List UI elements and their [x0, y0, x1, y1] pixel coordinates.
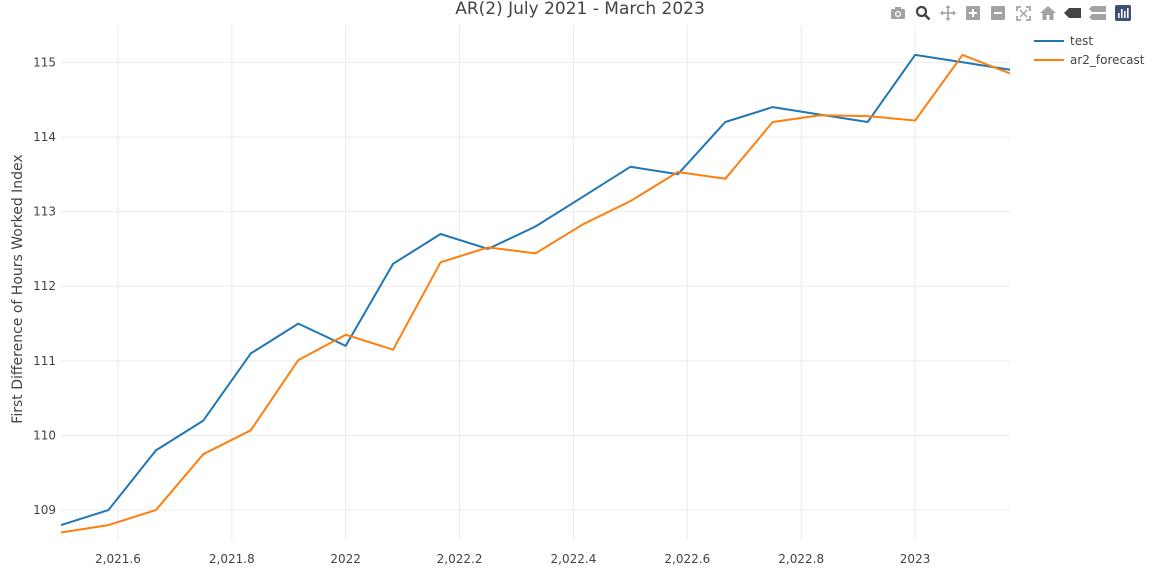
series-line-test[interactable] — [60, 53, 1011, 527]
y-tick-label: 112 — [33, 279, 56, 293]
x-tick-label: 2022 — [330, 552, 361, 566]
y-tick-label: 114 — [33, 130, 56, 144]
x-tick-label: 2023 — [900, 552, 931, 566]
x-tick-label: 2,022.6 — [664, 552, 710, 566]
reset-axes-icon[interactable] — [1038, 3, 1058, 23]
zoom-icon[interactable] — [913, 3, 933, 23]
series-line-ar2-forecast[interactable] — [60, 53, 1011, 534]
legend-swatch-test — [1034, 39, 1064, 42]
y-tick-label: 111 — [33, 354, 56, 368]
zoom-out-icon[interactable] — [988, 3, 1008, 23]
legend-label-ar2-forecast: ar2_forecast — [1070, 52, 1145, 67]
legend-item-test[interactable]: test — [1034, 31, 1144, 50]
x-tick-label: 2,022.4 — [551, 552, 597, 566]
modebar — [888, 3, 1138, 23]
grid — [61, 25, 1010, 540]
y-tick-label: 113 — [33, 205, 56, 219]
legend-label-test: test — [1070, 33, 1094, 48]
y-tick-label: 115 — [33, 55, 56, 69]
x-tick-label: 2,021.8 — [209, 552, 255, 566]
camera-icon[interactable] — [888, 3, 908, 23]
tick-labels: 109 110 111 112 113 114 115 2,021.6 2,021.8 2022 2… — [33, 55, 930, 566]
zoom-in-icon[interactable] — [963, 3, 983, 23]
chart-title: AR(2) July 2021 - March 2023 — [455, 0, 705, 19]
autoscale-icon[interactable] — [1013, 3, 1033, 23]
pan-icon[interactable] — [938, 3, 958, 23]
legend-item-ar2-forecast[interactable]: ar2_forecast — [1034, 50, 1144, 69]
y-axis-label: First Difference of Hours Worked Index — [10, 154, 26, 423]
hover-compare-icon[interactable] — [1088, 3, 1108, 23]
y-tick-label: 110 — [33, 429, 56, 443]
y-tick-label: 109 — [33, 503, 56, 517]
x-tick-label: 2,021.6 — [95, 552, 141, 566]
x-tick-label: 2,022.8 — [778, 552, 824, 566]
x-tick-label: 2,022.2 — [437, 552, 483, 566]
plotly-logo-icon[interactable] — [1113, 3, 1133, 23]
legend-swatch-ar2-forecast — [1034, 58, 1064, 61]
series-lines[interactable] — [60, 53, 1011, 534]
legend: test ar2_forecast — [1034, 31, 1144, 69]
hover-closest-icon[interactable] — [1063, 3, 1083, 23]
